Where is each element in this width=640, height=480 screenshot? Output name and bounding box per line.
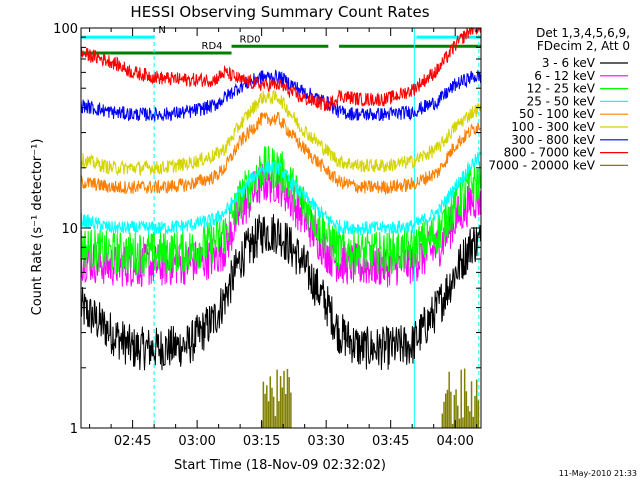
- instrument-bars: N RD0 RD4: [81, 25, 481, 55]
- series-line-0: [80, 214, 481, 371]
- axis-ticks: 02:45 03:00 03:15 03:30 03:45 04:00 1 10 100: [53, 22, 481, 449]
- series-line-3: [80, 151, 481, 236]
- instrument-bar-label-n: N: [158, 25, 165, 36]
- spike-series: [260, 368, 480, 428]
- series-line-4: [80, 111, 481, 196]
- y-axis-label: Count Rate (s⁻¹ detector⁻¹): [30, 139, 45, 316]
- x-axis-label: Start Time (18-Nov-09 02:32:02): [174, 458, 386, 473]
- legend-entry-label: 7000 - 20000 keV: [488, 158, 595, 172]
- y-tick-label: 100: [53, 22, 78, 37]
- legend-entry-label: 50 - 100 keV: [519, 107, 596, 121]
- x-tick-label: 03:00: [178, 434, 215, 449]
- legend-header-line: FDecim 2, Att 0: [537, 39, 630, 53]
- series-line-2: [80, 145, 481, 275]
- y-tick-label: 1: [70, 422, 78, 437]
- legend-entry-label: 12 - 25 keV: [527, 82, 596, 96]
- legend: Det 1,3,4,5,6,9,FDecim 2, Att 0 3 - 6 keV…: [488, 26, 630, 172]
- x-tick-label: 02:45: [114, 434, 151, 449]
- series-lines: [80, 26, 481, 371]
- legend-entry-label: 100 - 300 keV: [511, 120, 595, 134]
- legend-entry-label: 3 - 6 keV: [542, 56, 596, 70]
- x-tick-label: 03:15: [243, 434, 280, 449]
- legend-entry-label: 6 - 12 keV: [534, 69, 596, 83]
- instrument-bar-label-rd4: RD4: [202, 41, 223, 52]
- timestamp: 11-May-2010 21:33: [559, 469, 637, 478]
- instrument-bar-label-rd0: RD0: [240, 34, 261, 45]
- y-tick-label: 10: [61, 222, 78, 237]
- x-tick-label: 03:45: [372, 434, 409, 449]
- series-line-5: [80, 89, 481, 177]
- legend-entry-label: 300 - 800 keV: [511, 133, 595, 147]
- chart-title: HESSI Observing Summary Count Rates: [130, 3, 429, 21]
- series-line-6: [80, 69, 481, 122]
- x-tick-label: 04:00: [436, 434, 473, 449]
- legend-entry-label: 25 - 50 keV: [527, 94, 596, 108]
- x-tick-label: 03:30: [307, 434, 344, 449]
- series-line-7: [80, 26, 481, 112]
- legend-entry-label: 800 - 7000 keV: [504, 146, 596, 160]
- legend-header-line: Det 1,3,4,5,6,9,: [536, 26, 630, 40]
